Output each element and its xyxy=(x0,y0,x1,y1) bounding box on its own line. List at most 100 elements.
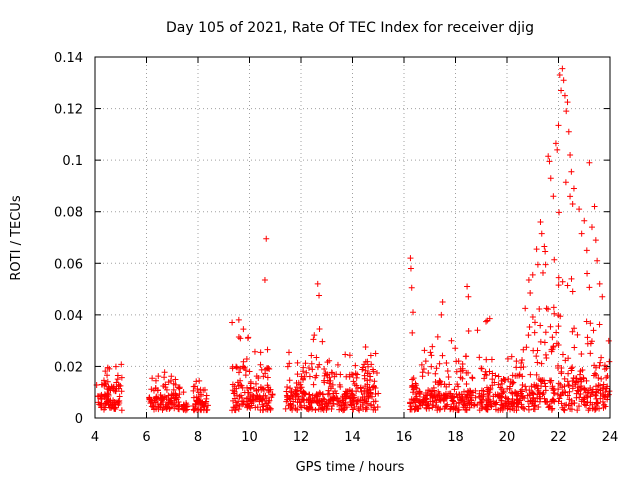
data-point xyxy=(263,406,270,413)
data-point xyxy=(114,376,121,383)
data-point xyxy=(594,257,601,264)
data-point xyxy=(561,375,568,382)
data-point xyxy=(254,404,261,411)
data-point xyxy=(553,329,560,336)
data-point xyxy=(337,371,344,378)
data-point xyxy=(596,321,603,328)
data-point xyxy=(422,358,429,365)
data-point xyxy=(110,387,117,394)
data-point xyxy=(513,358,520,365)
data-point xyxy=(176,384,183,391)
data-point xyxy=(353,388,360,395)
data-point xyxy=(407,255,414,262)
y-tick-label: 0 xyxy=(75,412,83,427)
data-point xyxy=(264,374,271,381)
data-point xyxy=(573,375,580,382)
data-point xyxy=(567,193,574,200)
data-point xyxy=(184,403,191,410)
data-point xyxy=(508,353,515,360)
data-point xyxy=(423,404,430,411)
data-point xyxy=(257,361,264,368)
data-point xyxy=(354,371,361,378)
data-point xyxy=(351,380,358,387)
data-point xyxy=(356,407,363,414)
data-point xyxy=(550,343,557,350)
data-point xyxy=(305,364,312,371)
data-point xyxy=(301,402,308,409)
data-point xyxy=(483,406,490,413)
data-point xyxy=(522,383,529,390)
data-point xyxy=(595,374,602,381)
data-point xyxy=(531,406,538,413)
data-point xyxy=(150,387,157,394)
data-point xyxy=(161,369,168,376)
data-point xyxy=(239,397,246,404)
data-point xyxy=(556,72,563,79)
data-point xyxy=(492,372,499,379)
data-point xyxy=(502,400,509,407)
data-point xyxy=(283,388,290,395)
data-point xyxy=(593,395,600,402)
data-point xyxy=(369,366,376,373)
data-point xyxy=(583,377,590,384)
data-point xyxy=(550,193,557,200)
data-point xyxy=(301,389,308,396)
data-point xyxy=(581,395,588,402)
data-point xyxy=(542,398,549,405)
data-point xyxy=(549,346,556,353)
data-point xyxy=(498,377,505,384)
data-point xyxy=(567,151,574,158)
data-point xyxy=(195,389,202,396)
data-point xyxy=(329,369,336,376)
data-point xyxy=(248,400,255,407)
data-point xyxy=(488,356,495,363)
data-point xyxy=(370,383,377,390)
data-point xyxy=(603,385,610,392)
data-point xyxy=(309,366,316,373)
data-point xyxy=(533,246,540,253)
data-point xyxy=(307,404,314,411)
data-point xyxy=(504,405,511,412)
data-point xyxy=(436,392,443,399)
data-point xyxy=(412,384,419,391)
data-point xyxy=(287,405,294,412)
data-point xyxy=(310,336,317,343)
data-point xyxy=(312,406,319,413)
data-point xyxy=(568,275,575,282)
data-point xyxy=(498,397,505,404)
data-point xyxy=(294,387,301,394)
data-point xyxy=(243,355,250,362)
data-point xyxy=(453,391,460,398)
data-point xyxy=(104,395,111,402)
data-point xyxy=(518,359,525,366)
data-point xyxy=(437,378,444,385)
data-point xyxy=(346,352,353,359)
data-point xyxy=(314,393,321,400)
data-point xyxy=(112,404,119,411)
data-point xyxy=(587,320,594,327)
data-point xyxy=(196,377,203,384)
data-point xyxy=(308,352,315,359)
data-point xyxy=(478,405,485,412)
x-tick-label: 16 xyxy=(396,430,413,445)
data-point xyxy=(539,269,546,276)
data-point xyxy=(107,404,114,411)
data-point xyxy=(297,387,304,394)
data-point xyxy=(478,387,485,394)
data-point xyxy=(596,362,603,369)
data-point xyxy=(465,327,472,334)
data-point xyxy=(528,383,535,390)
data-point xyxy=(438,311,445,318)
data-point xyxy=(408,284,415,291)
data-point xyxy=(559,404,566,411)
data-point xyxy=(306,397,313,404)
data-point xyxy=(578,351,585,358)
data-point xyxy=(555,282,562,289)
data-point xyxy=(362,358,369,365)
data-point xyxy=(200,387,207,394)
data-point xyxy=(259,407,266,414)
y-tick-label: 0.06 xyxy=(54,257,83,272)
data-point xyxy=(367,352,374,359)
data-point xyxy=(453,368,460,375)
